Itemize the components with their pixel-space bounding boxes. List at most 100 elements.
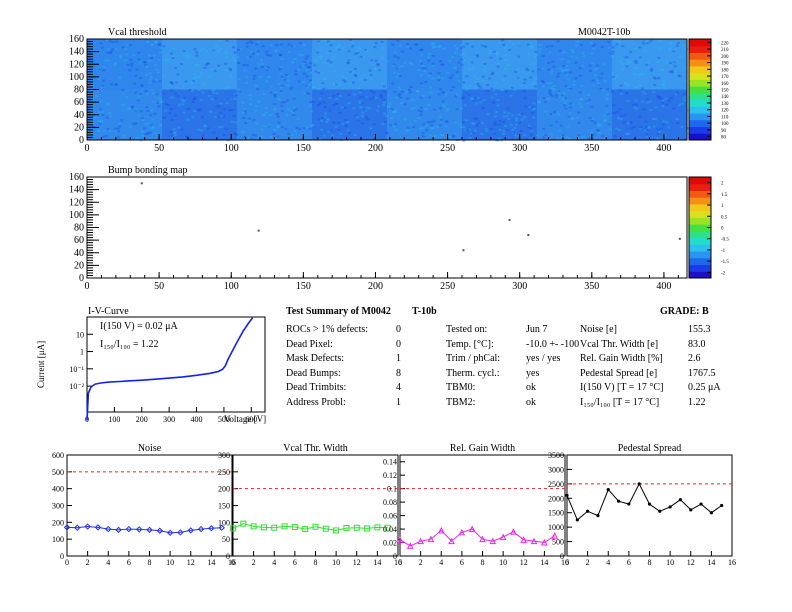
vcal-pixel-noise <box>328 50 332 53</box>
vcal-pixel-noise <box>406 126 410 129</box>
vcal-pixel-noise <box>588 116 592 119</box>
vcal-pixel-noise <box>376 109 380 112</box>
vcal-pixel-noise <box>561 98 565 101</box>
vcal-pixel-noise <box>318 102 322 105</box>
bump-y-tick-label: 80 <box>74 223 84 234</box>
vcal-pixel-noise <box>169 135 173 138</box>
width-point <box>322 525 329 532</box>
vcal-pixel-noise <box>294 69 298 72</box>
vcal-pixel-noise <box>423 66 427 69</box>
vcal-pixel-noise <box>532 107 536 110</box>
pedestal-point <box>616 499 621 503</box>
vcal-pixel-noise <box>473 129 477 132</box>
vcal-pixel-noise <box>675 118 679 121</box>
vcal-pixel-noise <box>251 133 255 136</box>
vcal-pixel-noise <box>269 91 273 94</box>
gain-point <box>489 537 497 545</box>
vcal-pixel-noise <box>280 101 284 104</box>
vcal-pixel-noise <box>322 87 326 90</box>
condition-value: yes / yes <box>526 353 561 364</box>
vcal-pixel-noise <box>364 109 368 112</box>
vcal-pixel-noise <box>255 43 259 46</box>
vcal-pixel-noise <box>564 135 568 138</box>
vcal-pixel-noise <box>608 128 612 131</box>
vcal-pixel-noise <box>541 67 545 70</box>
vcal-pixel-noise <box>658 130 662 133</box>
vcal-pixel-noise <box>336 82 340 85</box>
pedestal-x-tick-label: 4 <box>606 558 610 567</box>
vcal-pixel-noise <box>109 52 113 55</box>
vcal-pixel-noise <box>217 126 221 129</box>
vcal-pixel-noise <box>534 50 538 53</box>
condition-label: Trim / phCal: <box>446 353 501 364</box>
vcal-pixel-noise <box>102 66 106 69</box>
vcal-pixel-noise <box>372 137 376 140</box>
vcal-pixel-noise <box>245 64 249 67</box>
vcal-pixel-noise <box>320 92 324 95</box>
vcal-pixel-noise <box>232 114 236 117</box>
vcal-pixel-noise <box>675 137 679 140</box>
pedestal-x-tick-label: 8 <box>648 558 652 567</box>
vcal-pixel-noise <box>206 62 210 65</box>
vcal-pixel-noise <box>150 43 154 46</box>
vcal-pixel-noise <box>428 134 432 137</box>
vcal-pixel-noise <box>175 81 179 84</box>
vcal-pixel-noise <box>437 72 441 75</box>
vcal-pixel-noise <box>130 62 134 65</box>
vcal-pixel-noise <box>634 103 638 106</box>
vcal-pixel-noise <box>348 70 352 73</box>
iv-y-tick-label: 10 <box>76 330 84 339</box>
vcal-pixel-noise <box>484 45 488 48</box>
pedestal-panel <box>565 454 733 557</box>
vcal-pixel-noise <box>236 48 240 51</box>
vcal-pixel-noise <box>293 58 297 61</box>
vcal-pixel-noise <box>126 63 130 66</box>
vcal-pixel-noise <box>498 57 502 60</box>
vcal-pixel-noise <box>153 132 157 135</box>
vcal-pixel-noise <box>201 134 205 137</box>
vcal-pixel-noise <box>471 98 475 101</box>
vcal-pixel-noise <box>460 58 464 61</box>
vcal-pixel-noise <box>652 72 656 75</box>
vcal-pixel-noise <box>423 133 427 136</box>
gain-point <box>499 533 507 541</box>
vcal-pixel-noise <box>522 90 526 93</box>
vcal-pixel-noise <box>393 111 397 114</box>
vcal-x-tick-label: 350 <box>584 143 599 154</box>
vcal-pixel-noise <box>156 71 160 74</box>
vcal-pixel-noise <box>262 92 266 95</box>
vcal-pixel-noise <box>398 44 402 47</box>
vcal-pixel-noise <box>132 53 136 56</box>
vcal-pixel-noise <box>439 107 443 110</box>
vcal-pixel-noise <box>519 129 523 132</box>
vcal-pixel-noise <box>196 64 200 67</box>
vcal-pixel-noise <box>212 91 216 94</box>
vcal-pixel-noise <box>220 125 224 128</box>
vcal-pixel-noise <box>448 59 452 62</box>
vcal-pixel-noise <box>450 74 454 77</box>
vcal-pixel-noise <box>347 50 351 53</box>
vcal-pixel-noise <box>369 77 373 80</box>
bump-colorbar-color-step <box>689 230 711 239</box>
vcal-pixel-noise <box>269 44 273 47</box>
vcal-pixel-noise <box>625 92 629 95</box>
vcal-colorbar-tick-label: 190 <box>721 62 729 67</box>
vcal-pixel-noise <box>437 45 441 48</box>
vcal-pixel-noise <box>245 76 249 79</box>
vcal-pixel-noise <box>368 107 372 110</box>
vcal-pixel-noise <box>290 134 294 137</box>
vcal-pixel-noise <box>438 115 442 118</box>
vcal-pixel-noise <box>162 45 166 48</box>
vcal-pixel-noise <box>369 90 373 93</box>
vcal-pixel-noise <box>193 48 197 51</box>
vcal-pixel-noise <box>627 60 631 63</box>
vcal-pixel-noise <box>488 49 492 52</box>
vcal-colorbar-tick-label: 130 <box>721 102 729 107</box>
vcal-pixel-noise <box>254 67 258 70</box>
bump-x-tick-label: 250 <box>440 281 455 292</box>
vcal-pixel-noise <box>224 51 228 54</box>
vcal-pixel-noise <box>623 114 627 117</box>
vcal-pixel-noise <box>363 78 367 81</box>
vcal-pixel-noise <box>321 116 325 119</box>
vcal-pixel-noise <box>661 104 665 107</box>
